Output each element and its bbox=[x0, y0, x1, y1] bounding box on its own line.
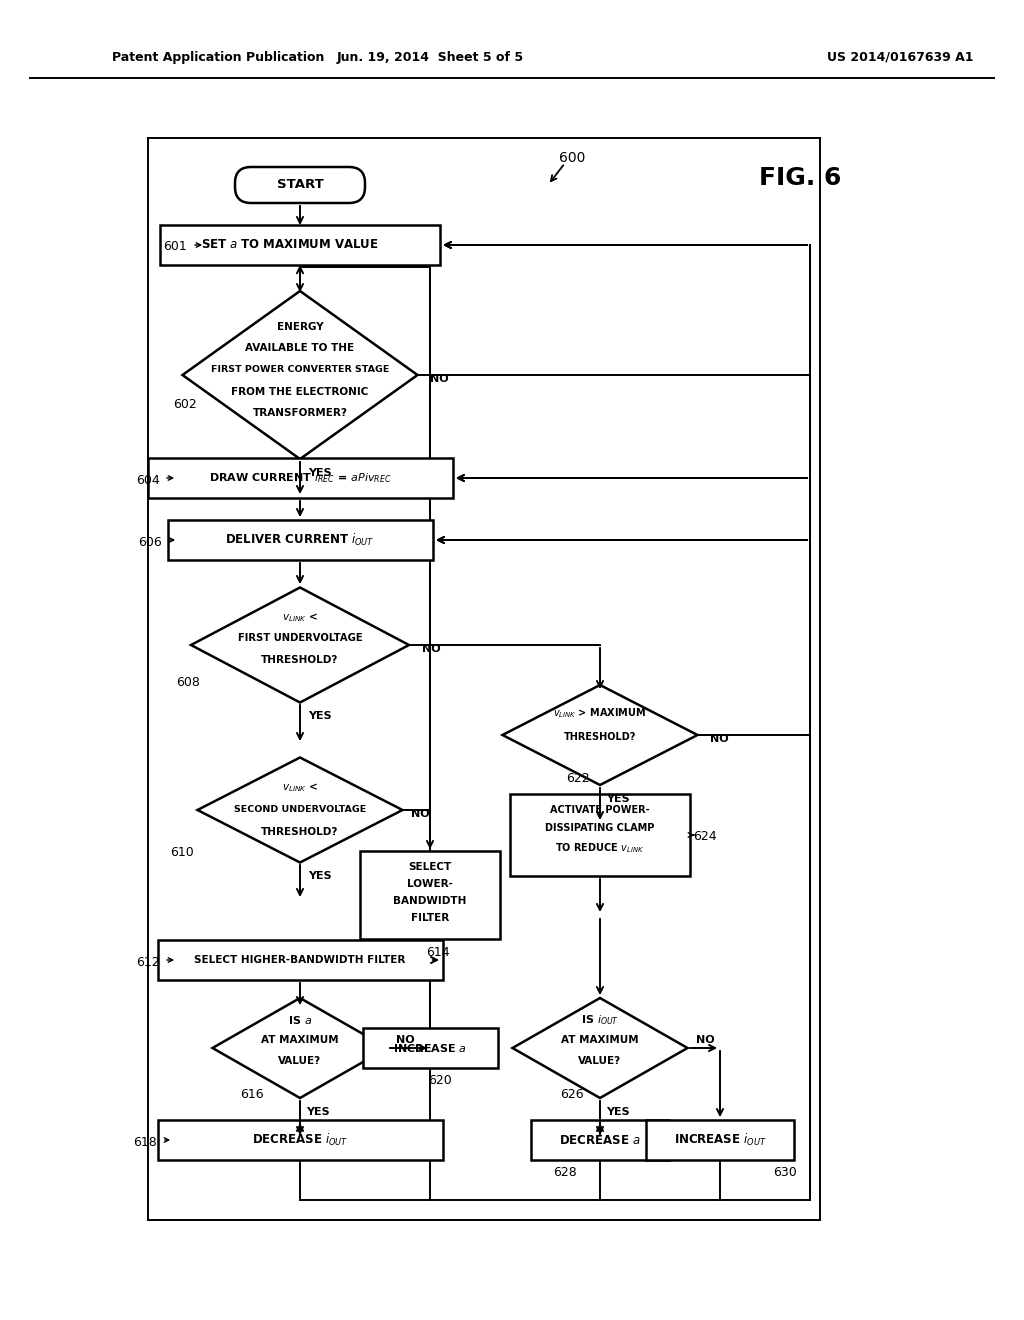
Text: AVAILABLE TO THE: AVAILABLE TO THE bbox=[246, 343, 354, 352]
Text: 601: 601 bbox=[163, 240, 186, 253]
Text: TO REDUCE $v_{LINK}$: TO REDUCE $v_{LINK}$ bbox=[555, 841, 645, 855]
Text: DECREASE $a$: DECREASE $a$ bbox=[559, 1134, 641, 1147]
Bar bbox=[160, 224, 440, 265]
Text: YES: YES bbox=[308, 711, 332, 721]
Text: FIG. 6: FIG. 6 bbox=[759, 166, 841, 190]
Text: ENERGY: ENERGY bbox=[276, 322, 324, 333]
Bar bbox=[158, 940, 442, 979]
Polygon shape bbox=[512, 998, 687, 1098]
Text: NO: NO bbox=[411, 809, 429, 818]
Text: NO: NO bbox=[695, 1035, 715, 1045]
Text: IS $i_{OUT}$: IS $i_{OUT}$ bbox=[581, 1014, 620, 1027]
Text: 622: 622 bbox=[566, 771, 590, 784]
Bar bbox=[158, 1119, 442, 1160]
Polygon shape bbox=[191, 587, 409, 702]
Text: 624: 624 bbox=[693, 830, 717, 843]
Bar bbox=[362, 1028, 498, 1068]
Text: 630: 630 bbox=[773, 1167, 797, 1180]
Text: 612: 612 bbox=[136, 956, 160, 969]
Bar bbox=[646, 1119, 794, 1160]
Text: FROM THE ELECTRONIC: FROM THE ELECTRONIC bbox=[231, 387, 369, 397]
Text: START: START bbox=[276, 178, 324, 191]
Text: FIRST POWER CONVERTER STAGE: FIRST POWER CONVERTER STAGE bbox=[211, 366, 389, 375]
Text: SECOND UNDERVOLTAGE: SECOND UNDERVOLTAGE bbox=[233, 805, 367, 814]
Text: INCREASE $i_{OUT}$: INCREASE $i_{OUT}$ bbox=[674, 1133, 766, 1148]
Text: $v_{LINK}$ <: $v_{LINK}$ < bbox=[282, 781, 318, 795]
Bar bbox=[510, 795, 690, 876]
Polygon shape bbox=[182, 290, 418, 459]
Text: 606: 606 bbox=[138, 536, 162, 549]
Text: $v_{LINK}$ > MAXIMUM: $v_{LINK}$ > MAXIMUM bbox=[553, 706, 646, 719]
Text: THRESHOLD?: THRESHOLD? bbox=[261, 655, 339, 665]
Text: US 2014/0167639 A1: US 2014/0167639 A1 bbox=[826, 50, 973, 63]
Text: 618: 618 bbox=[133, 1135, 157, 1148]
Text: 604: 604 bbox=[136, 474, 160, 487]
Text: DISSIPATING CLAMP: DISSIPATING CLAMP bbox=[546, 822, 654, 833]
Text: 626: 626 bbox=[560, 1088, 584, 1101]
Text: DECREASE $i_{OUT}$: DECREASE $i_{OUT}$ bbox=[252, 1133, 348, 1148]
Polygon shape bbox=[198, 758, 402, 862]
Text: 614: 614 bbox=[426, 945, 450, 958]
Text: THRESHOLD?: THRESHOLD? bbox=[564, 733, 636, 742]
Bar bbox=[531, 1119, 669, 1160]
Text: YES: YES bbox=[606, 795, 630, 804]
Text: VALUE?: VALUE? bbox=[579, 1056, 622, 1067]
Text: 610: 610 bbox=[170, 846, 194, 859]
Polygon shape bbox=[503, 685, 697, 785]
Text: 600: 600 bbox=[559, 150, 585, 165]
Bar bbox=[147, 458, 453, 498]
Text: YES: YES bbox=[308, 469, 332, 478]
Text: SET $a$ TO MAXIMUM VALUE: SET $a$ TO MAXIMUM VALUE bbox=[201, 239, 379, 252]
Text: 620: 620 bbox=[428, 1074, 452, 1088]
Text: FIRST UNDERVOLTAGE: FIRST UNDERVOLTAGE bbox=[238, 634, 362, 643]
Text: TRANSFORMER?: TRANSFORMER? bbox=[253, 408, 347, 418]
Text: YES: YES bbox=[308, 871, 332, 880]
Polygon shape bbox=[213, 998, 387, 1098]
Text: THRESHOLD?: THRESHOLD? bbox=[261, 828, 339, 837]
Bar bbox=[168, 520, 432, 560]
Text: NO: NO bbox=[395, 1035, 415, 1045]
Text: FILTER: FILTER bbox=[411, 913, 450, 923]
Text: DELIVER CURRENT $i_{OUT}$: DELIVER CURRENT $i_{OUT}$ bbox=[225, 532, 375, 548]
Text: YES: YES bbox=[606, 1107, 630, 1117]
Text: Jun. 19, 2014  Sheet 5 of 5: Jun. 19, 2014 Sheet 5 of 5 bbox=[337, 50, 523, 63]
Text: DRAW CURRENT $i_{REC}$ = $aPiv_{REC}$: DRAW CURRENT $i_{REC}$ = $aPiv_{REC}$ bbox=[209, 471, 391, 484]
Text: 616: 616 bbox=[241, 1088, 264, 1101]
Text: 602: 602 bbox=[173, 399, 197, 412]
Text: AT MAXIMUM: AT MAXIMUM bbox=[261, 1035, 339, 1045]
Text: SELECT: SELECT bbox=[409, 862, 452, 873]
Text: VALUE?: VALUE? bbox=[279, 1056, 322, 1067]
Text: AT MAXIMUM: AT MAXIMUM bbox=[561, 1035, 639, 1045]
Text: $v_{LINK}$ <: $v_{LINK}$ < bbox=[282, 611, 318, 624]
Text: IS $a$: IS $a$ bbox=[288, 1014, 312, 1026]
Text: INCREASE $a$: INCREASE $a$ bbox=[393, 1041, 467, 1053]
Text: NO: NO bbox=[430, 374, 449, 384]
Text: YES: YES bbox=[306, 1107, 330, 1117]
Bar bbox=[360, 851, 500, 939]
Text: NO: NO bbox=[710, 734, 728, 744]
Text: BANDWIDTH: BANDWIDTH bbox=[393, 896, 467, 906]
Text: LOWER-: LOWER- bbox=[408, 879, 453, 888]
Text: SELECT HIGHER-BANDWIDTH FILTER: SELECT HIGHER-BANDWIDTH FILTER bbox=[195, 954, 406, 965]
Text: Patent Application Publication: Patent Application Publication bbox=[112, 50, 325, 63]
Text: 628: 628 bbox=[553, 1167, 577, 1180]
Text: NO: NO bbox=[422, 644, 440, 653]
Text: 608: 608 bbox=[176, 676, 200, 689]
Text: ACTIVATE POWER-: ACTIVATE POWER- bbox=[550, 805, 650, 814]
FancyBboxPatch shape bbox=[234, 168, 365, 203]
